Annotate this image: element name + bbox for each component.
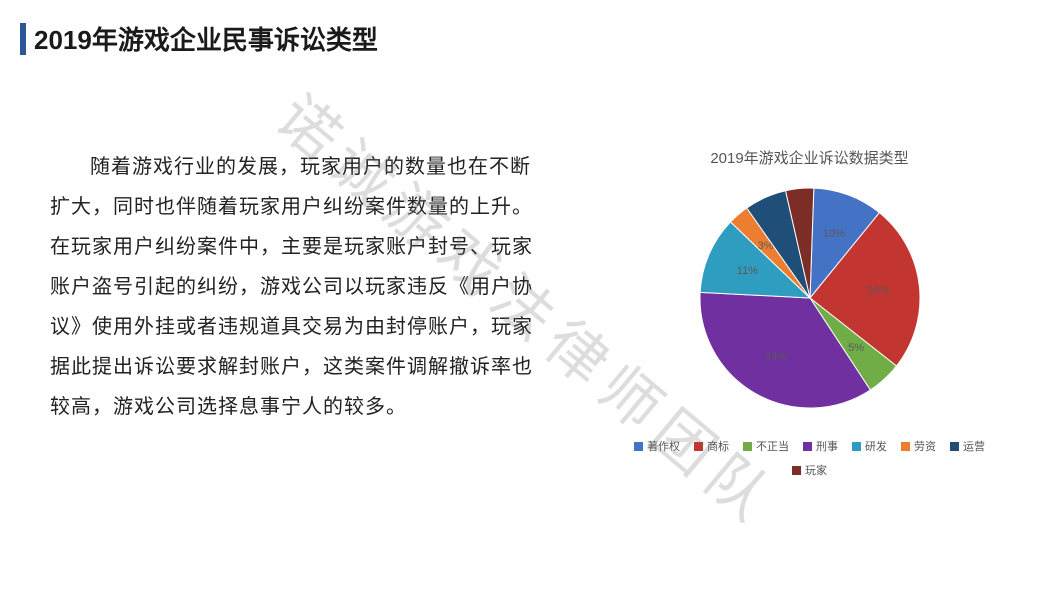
title-accent	[20, 23, 26, 55]
legend-swatch	[950, 442, 959, 451]
legend-item: 劳资	[901, 438, 936, 454]
pie-slice-label: 34%	[765, 351, 787, 363]
paragraph-column: 随着游戏行业的发展，玩家用户的数量也在不断扩大，同时也伴随着玩家用户纠纷案件数量…	[30, 147, 550, 478]
chart-column: 2019年游戏企业诉讼数据类型 10%24%5%34%11%3% 著作权商标不正…	[550, 147, 1029, 478]
chart-title: 2019年游戏企业诉讼数据类型	[710, 147, 908, 168]
body-paragraph: 随着游戏行业的发展，玩家用户的数量也在不断扩大，同时也伴随着玩家用户纠纷案件数量…	[50, 147, 550, 427]
legend-swatch	[852, 442, 861, 451]
page-title: 2019年游戏企业民事诉讼类型	[34, 20, 378, 57]
title-bar: 2019年游戏企业民事诉讼类型	[0, 0, 1059, 57]
legend-swatch	[901, 442, 910, 451]
legend-label: 劳资	[914, 438, 936, 454]
legend-swatch	[803, 442, 812, 451]
legend-item: 研发	[852, 438, 887, 454]
legend-item: 不正当	[743, 438, 789, 454]
legend-swatch	[743, 442, 752, 451]
pie-slice-label: 10%	[822, 228, 844, 240]
legend-item: 著作权	[634, 438, 680, 454]
legend-label: 著作权	[647, 438, 680, 454]
legend-item: 玩家	[792, 462, 827, 478]
legend-label: 刑事	[816, 438, 838, 454]
pie-slice-label: 5%	[848, 342, 864, 354]
legend-label: 商标	[707, 438, 729, 454]
content-row: 随着游戏行业的发展，玩家用户的数量也在不断扩大，同时也伴随着玩家用户纠纷案件数量…	[0, 147, 1059, 478]
legend-item: 刑事	[803, 438, 838, 454]
legend-swatch	[694, 442, 703, 451]
pie-slice-label: 24%	[866, 284, 888, 296]
legend-label: 研发	[865, 438, 887, 454]
legend-label: 运营	[963, 438, 985, 454]
legend-label: 玩家	[805, 462, 827, 478]
legend-swatch	[792, 466, 801, 475]
legend-item: 运营	[950, 438, 985, 454]
chart-legend: 著作权 商标 不正当 刑事 研发 劳资 运营玩家	[630, 438, 990, 478]
pie-slice-label: 11%	[736, 265, 757, 277]
pie-chart: 10%24%5%34%11%3%	[670, 178, 950, 418]
pie-svg: 10%24%5%34%11%3%	[670, 178, 950, 418]
legend-swatch	[634, 442, 643, 451]
legend-label: 不正当	[756, 438, 789, 454]
legend-item: 商标	[694, 438, 729, 454]
